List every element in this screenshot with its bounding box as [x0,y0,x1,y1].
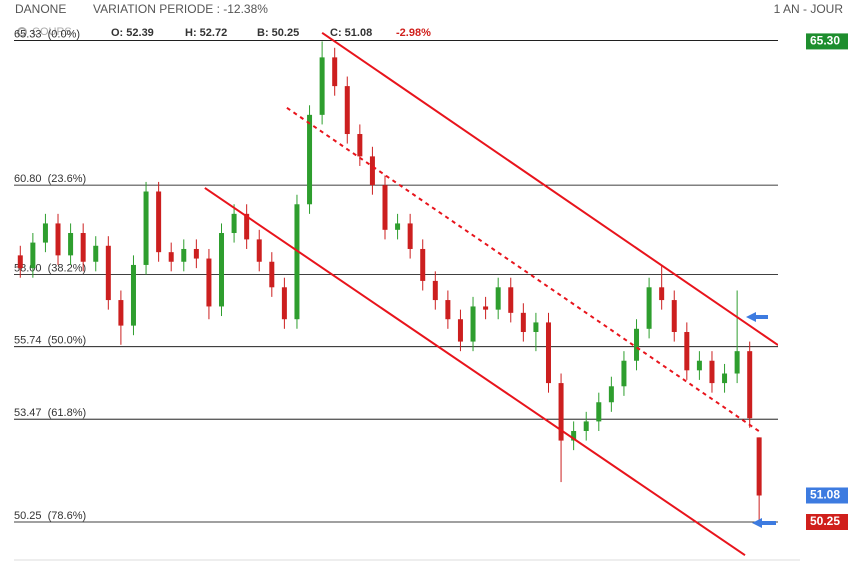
fib-label: 58.00 (38.2%) [14,262,86,274]
candle-body [709,360,715,384]
candle-body [659,287,665,301]
fib-label: 53.47 (61.8%) [14,407,86,419]
candle-body [634,328,640,361]
price-tag [806,33,848,50]
quote-low: B: 50.25 [257,27,299,39]
price-tag-label: 65.30 [810,34,840,48]
candle-body [508,287,514,313]
candle-body [294,204,300,320]
trendline [321,31,778,346]
candle-body [470,306,476,342]
candle-body [93,245,99,262]
candle-body [30,242,36,269]
chart-title: DANONE [15,2,66,16]
candle-body [68,233,74,256]
candle-body [756,437,762,496]
fib-label: 50.25 (78.6%) [14,510,86,522]
candle-body [307,114,313,205]
fib-label: 60.80 (23.6%) [14,173,86,185]
candle-body [407,223,413,249]
candle-body [332,57,338,87]
candle-body [671,300,677,332]
period: 1 AN - JOUR [774,2,844,16]
candle-body [219,233,225,307]
candle-body [520,312,526,332]
price-tag-label: 51.08 [810,488,840,502]
price-tag-label: 50.25 [810,514,840,528]
candle-body [608,386,614,403]
candle-body [395,223,401,230]
trendline [204,187,746,557]
fib-label: 55.74 (50.0%) [14,335,86,347]
candle-body [357,134,363,157]
candle-body [483,306,489,310]
candle-body [181,248,187,262]
quote-close: C: 51.08 [330,27,372,39]
candle-body [621,360,627,387]
candle-body [734,351,740,374]
candle-body [684,332,690,371]
candle-body [533,322,539,332]
arrow-marker [746,312,768,322]
candle-body [583,421,589,431]
candle-body [244,213,250,240]
legend-label: COURS [32,26,72,38]
candle-body [80,233,86,262]
candle-body [281,287,287,320]
candle-body [319,57,325,115]
candle-body [558,383,564,441]
candle-body [495,287,501,310]
candle-body [118,300,124,326]
plot-area: 52.0054.0056.0058.0060.0062.0064.0003/05… [14,28,778,557]
candle-body [17,255,23,269]
candle-body [545,322,551,384]
candle-body [646,287,652,329]
candle-body [420,248,426,281]
price-tag [806,514,848,530]
fib-label: 65.33 (0.0%) [14,28,80,40]
candle-body [432,280,438,301]
candle-body [747,351,753,419]
candle-body [130,264,136,326]
candle-body [369,156,375,186]
candle-body [445,300,451,320]
candle-body [42,223,48,243]
candle-body [55,223,61,256]
arrow-marker [752,518,776,528]
candle-body [571,430,577,441]
price-tag [806,487,848,504]
candle-body [457,319,463,342]
candle-body [596,402,602,422]
quote-change: -2.98% [396,27,431,39]
candle-body [156,191,162,253]
subtitle: VARIATION PERIODE : -12.38% [93,2,268,16]
quote-open: O: 52.39 [111,27,154,39]
settings-icon[interactable] [17,27,27,37]
candle-body [269,261,275,288]
candle-body [344,86,350,135]
candle-body [696,360,702,371]
candle-body [193,248,199,259]
quote-high: H: 52.72 [185,27,227,39]
candle-body [168,252,174,262]
candle-body [206,258,212,307]
candle-body [256,239,262,262]
candle-body [382,185,388,230]
candle-body [722,373,728,384]
candle-body [231,213,237,234]
candle-body [143,191,149,265]
candle-body [105,245,111,301]
